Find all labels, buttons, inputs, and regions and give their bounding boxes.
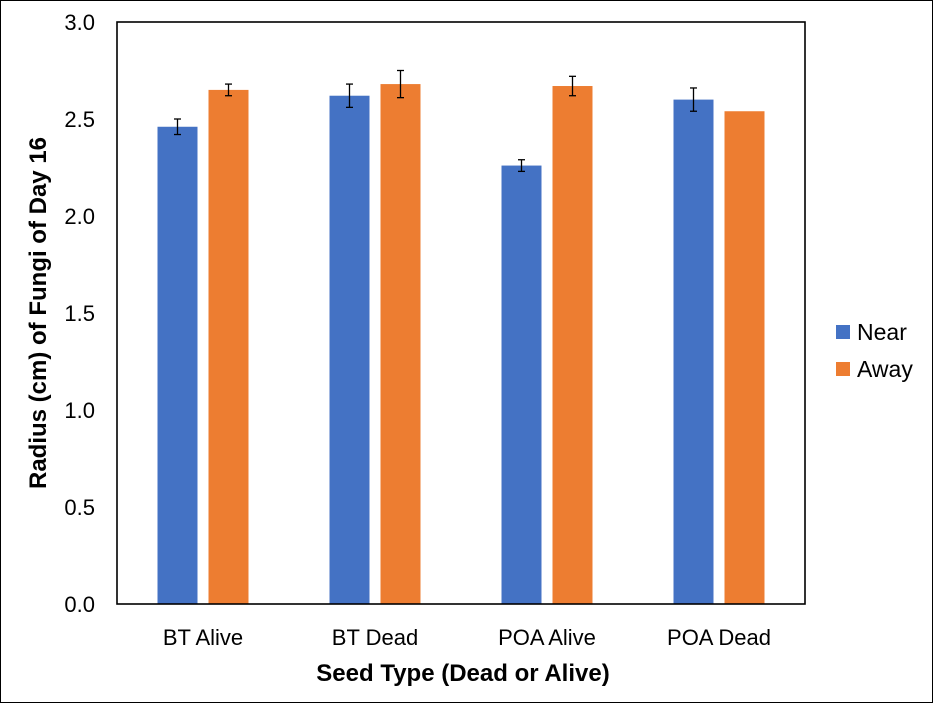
y-tick-label: 1.5	[64, 301, 95, 326]
bar-away-3	[724, 111, 765, 605]
bar-away-0	[208, 89, 249, 604]
legend-label-away: Away	[857, 356, 913, 382]
y-tick-label: 3.0	[64, 10, 95, 35]
legend-label-near: Near	[857, 319, 907, 345]
y-tick-label: 0.5	[64, 495, 95, 520]
x-tick-label: BT Alive	[163, 625, 243, 650]
bar-away-2	[552, 86, 593, 604]
legend-swatch-near	[836, 325, 850, 339]
plot-area-border	[116, 21, 806, 605]
x-axis-title: Seed Type (Dead or Alive)	[316, 660, 609, 687]
bars-layer	[157, 84, 765, 605]
x-tick-labels: BT Alive BT Dead POA Alive POA Dead	[163, 625, 771, 650]
bar-near-0	[157, 126, 198, 604]
legend: Near Away	[836, 319, 913, 382]
y-tick-label: 1.0	[64, 398, 95, 423]
y-axis-title: Radius (cm) of Fungi of Day 16	[25, 137, 52, 489]
error-bars-layer	[174, 69, 697, 173]
y-tick-label: 2.0	[64, 204, 95, 229]
bar-near-1	[329, 95, 370, 604]
y-tick-labels: 0.0 0.5 1.0 1.5 2.0 2.5 3.0	[64, 10, 95, 617]
bar-away-1	[380, 84, 421, 604]
y-tick-label: 0.0	[64, 592, 95, 617]
bar-near-2	[501, 165, 542, 604]
legend-swatch-away	[836, 362, 850, 376]
x-tick-label: POA Dead	[667, 625, 771, 650]
bar-near-3	[673, 99, 714, 604]
x-tick-label: BT Dead	[332, 625, 418, 650]
x-tick-label: POA Alive	[498, 625, 596, 650]
y-tick-label: 2.5	[64, 107, 95, 132]
